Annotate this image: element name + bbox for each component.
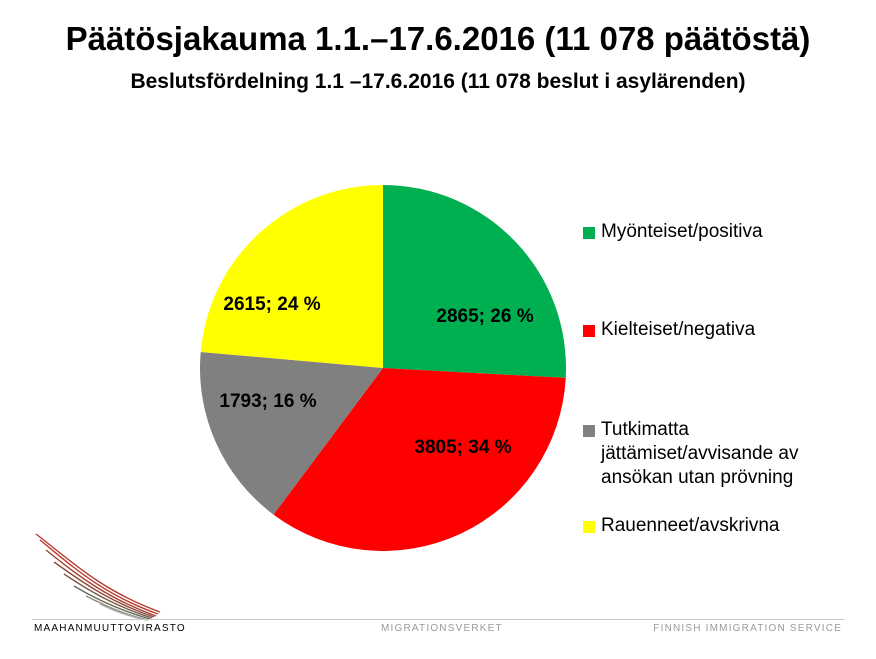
pie-slice-expired	[200, 185, 383, 368]
legend-swatch-expired	[583, 521, 595, 533]
footer-divider	[32, 619, 844, 620]
legend-swatch-not-examined	[583, 425, 595, 437]
legend-item-not-examined: Tutkimatta jättämiset/avvisande av ansök…	[583, 418, 861, 490]
footer-agency-en: FINNISH IMMIGRATION SERVICE	[653, 623, 842, 634]
legend-item-negative: Kielteiset/negativa	[583, 318, 861, 342]
footer-agency-fi: MAAHANMUUTTOVIRASTO	[34, 623, 186, 634]
chart-title: Päätösjakauma 1.1.–17.6.2016 (11 078 pää…	[65, 20, 811, 57]
legend-swatch-positive	[583, 227, 595, 239]
chart-subtitle: Beslutsfördelning 1.1 –17.6.2016 (11 078…	[130, 70, 746, 93]
pie-slice-negative	[273, 368, 566, 552]
legend-item-positive: Myönteiset/positiva	[583, 220, 861, 244]
footer-agency-sv: MIGRATIONSVERKET	[381, 623, 503, 634]
legend-label-not-examined: Tutkimatta jättämiset/avvisande av ansök…	[601, 419, 799, 488]
data-label-not-examined: 1793; 16 %	[219, 391, 316, 412]
pie-slice-not-examined	[200, 351, 383, 515]
data-label-positive: 2865; 26 %	[436, 306, 533, 327]
legend-label-positive: Myönteiset/positiva	[601, 221, 763, 242]
data-label-expired: 2615; 24 %	[223, 294, 320, 315]
legend-swatch-negative	[583, 325, 595, 337]
pie-slice-positive	[383, 185, 567, 378]
legend-item-expired: Rauenneet/avskrivna	[583, 514, 861, 538]
wing-logo-icon	[35, 533, 161, 621]
legend-label-expired: Rauenneet/avskrivna	[601, 515, 780, 536]
legend-label-negative: Kielteiset/negativa	[601, 319, 756, 340]
data-label-negative: 3805; 34 %	[414, 437, 511, 458]
